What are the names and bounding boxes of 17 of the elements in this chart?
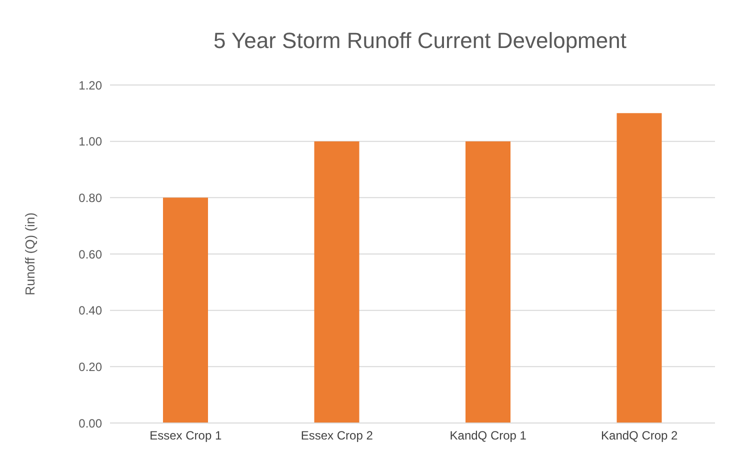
bar [466, 141, 510, 423]
y-tick-label: 0.80 [78, 190, 102, 205]
y-tick-label: 0.20 [78, 360, 102, 374]
y-axis-title: Runoff (Q) (in) [22, 212, 38, 296]
y-tick-label: 0.40 [78, 304, 102, 318]
bar [314, 141, 360, 423]
y-tick-label: 1.20 [78, 78, 102, 92]
y-tick-label: 0.60 [78, 247, 102, 262]
y-tick-label: 0.00 [78, 416, 102, 430]
bar [616, 113, 662, 423]
x-tick-label: Essex Crop 2 [300, 428, 374, 443]
y-tick-label: 1.00 [78, 134, 102, 149]
x-tick-label: Essex Crop 1 [150, 428, 222, 443]
x-tick-label: KandQ Crop 1 [450, 428, 527, 443]
chart-title: 5 Year Storm Runoff Current Development [212, 28, 628, 54]
x-tick-label: KandQ Crop 2 [601, 428, 678, 443]
bar [163, 198, 208, 423]
